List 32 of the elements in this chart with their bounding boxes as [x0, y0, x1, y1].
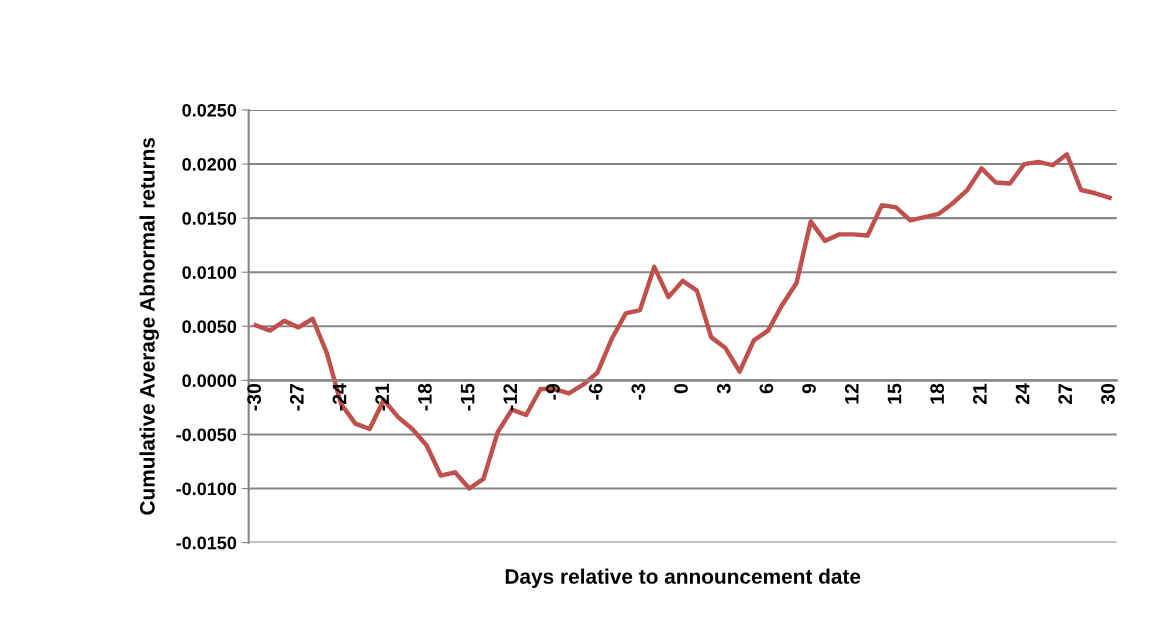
y-tick-label: 0.0000	[182, 374, 237, 388]
y-tick-label: 0.0150	[182, 212, 237, 225]
x-tick-label: -6	[588, 383, 603, 400]
x-tick-label: -24	[332, 383, 347, 411]
x-tick-label: -18	[418, 383, 432, 411]
y-tick-label: 0.0250	[182, 103, 237, 117]
y-tick-label: -0.0050	[176, 428, 237, 442]
x-tick-label: -27	[289, 384, 304, 411]
y-tick-label: 0.0200	[182, 158, 237, 171]
x-tick-label: -21	[375, 383, 389, 411]
y-axis-title: Cumulative Average Abnormal returns	[139, 137, 159, 515]
y-tick-label: 0.0100	[182, 266, 237, 279]
x-tick-label: 27	[1058, 384, 1072, 405]
x-tick-label: -9	[546, 383, 560, 400]
x-axis-title: Days relative to announcement date	[505, 568, 861, 588]
x-tick-label: 3	[716, 383, 731, 394]
y-tick-label: -0.0150	[176, 536, 237, 550]
x-tick-label: 12	[844, 383, 859, 404]
x-tick-label: -3	[631, 383, 646, 400]
x-tick-label: 6	[759, 383, 774, 394]
x-tick-label: 0	[674, 383, 688, 394]
x-tick-label: 21	[972, 383, 987, 405]
y-tick-label: 0.0050	[182, 320, 237, 334]
x-tick-label: -30	[247, 383, 262, 411]
x-tick-label: 18	[930, 383, 945, 404]
x-tick-label: -12	[503, 383, 517, 411]
x-tick-label: 24	[1015, 383, 1030, 405]
x-tick-label: 15	[887, 383, 902, 404]
x-tick-label: 30	[1101, 383, 1115, 405]
x-tick-label: -15	[460, 383, 475, 411]
x-tick-label: 9	[802, 383, 816, 394]
y-tick-label: -0.0100	[176, 482, 237, 496]
